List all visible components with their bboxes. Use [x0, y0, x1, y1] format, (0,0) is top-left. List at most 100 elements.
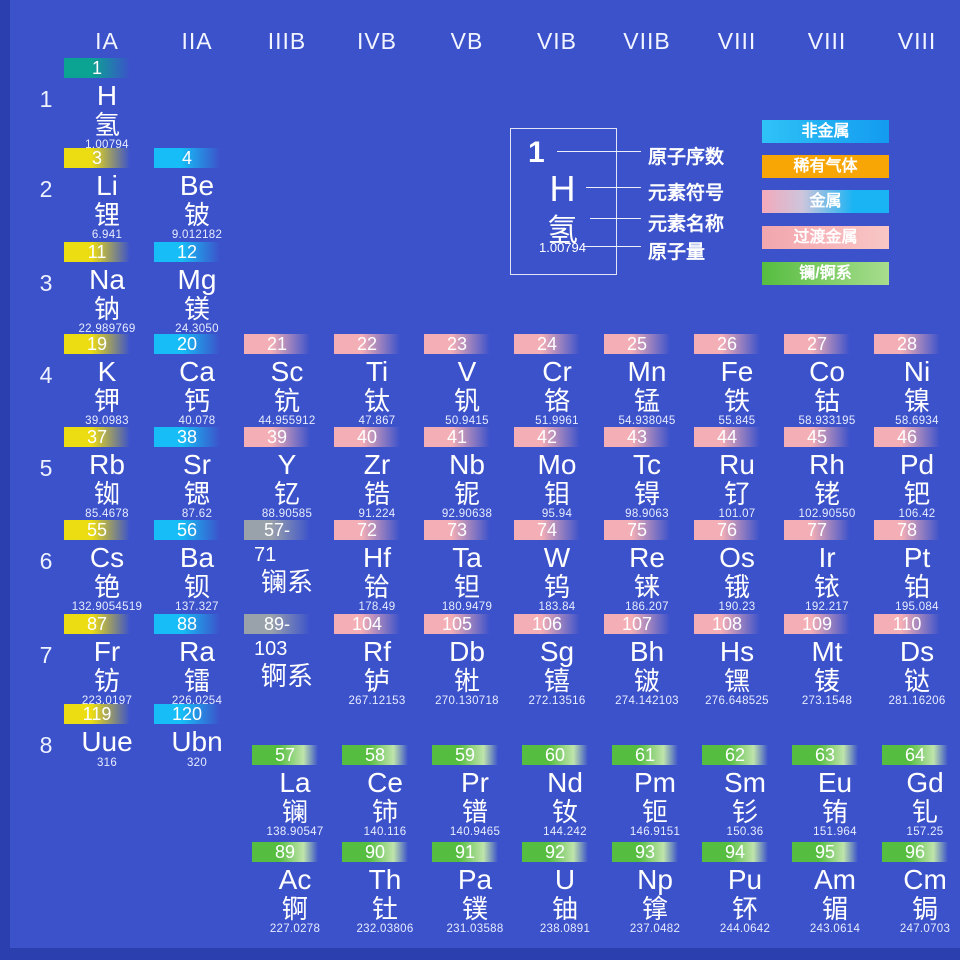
atomic-mass: 95.94 — [541, 508, 573, 520]
atomic-mass: 178.49 — [358, 601, 396, 613]
element-cell-fr: 87 Fr 钫 223.0197 — [64, 614, 150, 708]
legend-sample-symbol: H — [549, 168, 576, 209]
period-label-1: 1 — [39, 86, 53, 112]
element-symbol: Np — [637, 864, 673, 895]
atomic-mass: 316 — [96, 757, 118, 769]
element-symbol: Hf — [363, 542, 391, 573]
element-cell-ac: 89 Ac 锕 227.0278 — [252, 842, 338, 936]
atomic-number-badge: 25 — [604, 334, 670, 354]
atomic-mass: 102.90550 — [798, 508, 856, 520]
element-name-zh: 镍 — [903, 386, 930, 416]
element-symbol: Mn — [627, 356, 667, 387]
group-header-iiib-3: IIIB — [267, 28, 307, 54]
period-label-2: 2 — [39, 176, 53, 202]
atomic-mass: 195.084 — [895, 601, 939, 613]
atomic-number-badge: 73 — [424, 520, 490, 540]
atomic-number-badge: 11 — [64, 242, 130, 262]
element-symbol: W — [543, 542, 571, 573]
element-cell-gd: 64 Gd 钆 157.25 — [882, 745, 960, 839]
atomic-number-badge: 106 — [514, 614, 580, 634]
atomic-mass: 151.964 — [813, 826, 857, 838]
element-symbol: Re — [629, 542, 665, 573]
element-name-zh: 铯 — [93, 572, 120, 602]
atomic-mass: 58.6934 — [895, 415, 939, 427]
element-cell-pd: 46 Pd 钯 106.42 — [874, 427, 960, 521]
atomic-mass: 50.9415 — [445, 415, 489, 427]
atomic-mass: 227.0278 — [269, 923, 321, 935]
element-symbol: Mo — [537, 449, 577, 480]
atomic-mass: 274.142103 — [615, 695, 679, 707]
atomic-number-badge: 28 — [874, 334, 940, 354]
atomic-mass: 132.9054519 — [71, 601, 143, 613]
atomic-number-badge: 42 — [514, 427, 580, 447]
element-name-zh: 钴 — [813, 386, 840, 416]
element-cell-v: 23 V 钒 50.9415 — [424, 334, 510, 428]
element-name-zh: 钽 — [453, 572, 480, 602]
atomic-number-badge: 19 — [64, 334, 130, 354]
element-cell-la: 57 La 镧 138.90547 — [252, 745, 338, 839]
atomic-mass: 272.13516 — [528, 695, 586, 707]
element-symbol: Sg — [539, 636, 575, 667]
element-cell-nb: 41 Nb 铌 92.90638 — [424, 427, 510, 521]
atomic-mass: 137.327 — [175, 601, 219, 613]
legend-swatch-transition: 过渡金属 — [762, 226, 889, 249]
element-name-zh: 𬬻 — [363, 666, 390, 696]
element-name-zh: 铼 — [633, 572, 660, 602]
element-name-zh: 钚 — [731, 894, 758, 924]
element-cell-pa: 91 Pa 镤 231.03588 — [432, 842, 518, 936]
atomic-number-badge: 94 — [702, 842, 768, 862]
element-name-zh: 𫟼 — [903, 666, 930, 696]
element-cell-mt: 109 Mt 鿏 273.1548 — [784, 614, 870, 708]
element-cell-eu: 63 Eu 铕 151.964 — [792, 745, 878, 839]
element-cell-rf: 104 Rf 𬬻 267.12153 — [334, 614, 420, 708]
element-symbol: Na — [89, 264, 125, 295]
legend-key-label-mass: 原子量 — [648, 242, 706, 263]
element-name-zh: 铷 — [93, 479, 120, 509]
element-cell-ce: 58 Ce 铈 140.116 — [342, 745, 428, 839]
element-cell-ti: 22 Ti 钛 47.867 — [334, 334, 420, 428]
element-symbol: Ce — [367, 767, 403, 798]
element-name-zh: 铬 — [543, 386, 570, 416]
element-cell-os: 76 Os 锇 190.23 — [694, 520, 780, 614]
element-symbol: Th — [368, 864, 402, 895]
atomic-mass: 40.078 — [178, 415, 216, 427]
atomic-mass: 54.938045 — [618, 415, 676, 427]
element-symbol: K — [97, 356, 117, 387]
element-symbol: 71 — [254, 544, 277, 566]
atomic-mass: 140.9465 — [449, 826, 501, 838]
atomic-number-badge: 90 — [342, 842, 408, 862]
element-name-zh: 氢 — [93, 110, 120, 140]
atomic-mass: 98.9063 — [625, 508, 669, 520]
element-cell-pr: 59 Pr 镨 140.9465 — [432, 745, 518, 839]
element-symbol: Ta — [452, 542, 482, 573]
element-cell-co: 27 Co 钴 58.933195 — [784, 334, 870, 428]
element-cell-ra: 88 Ra 镭 226.0254 — [154, 614, 240, 708]
element-symbol: Pt — [903, 542, 931, 573]
element-symbol: Cs — [89, 542, 125, 573]
element-symbol: U — [554, 864, 576, 895]
group-header-iia-2: IIA — [181, 28, 213, 54]
atomic-number-badge: 56 — [154, 520, 220, 540]
atomic-mass: 58.933195 — [798, 415, 856, 427]
legend-connector-line — [590, 218, 641, 219]
element-symbol: Eu — [817, 767, 853, 798]
atomic-number-badge: 37 — [64, 427, 130, 447]
element-cell-na: 11 Na 钠 22.989769 — [64, 242, 150, 336]
atomic-number-badge: 95 — [792, 842, 858, 862]
legend-swatch-nonmetal: 非金属 — [762, 120, 889, 143]
element-name-zh: 锂 — [93, 200, 120, 230]
element-cell-pm: 61 Pm 钷 146.9151 — [612, 745, 698, 839]
atomic-number-badge: 109 — [784, 614, 850, 634]
element-symbol: Mg — [177, 264, 217, 295]
element-symbol: Ni — [903, 356, 931, 387]
element-name-zh: 𬭳 — [543, 666, 570, 696]
atomic-mass: 85.4678 — [85, 508, 129, 520]
element-cell-mg: 12 Mg 镁 24.3050 — [154, 242, 240, 336]
element-symbol: Sc — [270, 356, 304, 387]
atomic-number-badge: 40 — [334, 427, 400, 447]
element-name-zh: 钼 — [543, 479, 570, 509]
period-label-3: 3 — [39, 270, 53, 296]
element-cell-nd: 60 Nd 钕 144.242 — [522, 745, 608, 839]
group-header-ia-1: IA — [95, 28, 119, 54]
atomic-mass: 270.130718 — [435, 695, 499, 707]
